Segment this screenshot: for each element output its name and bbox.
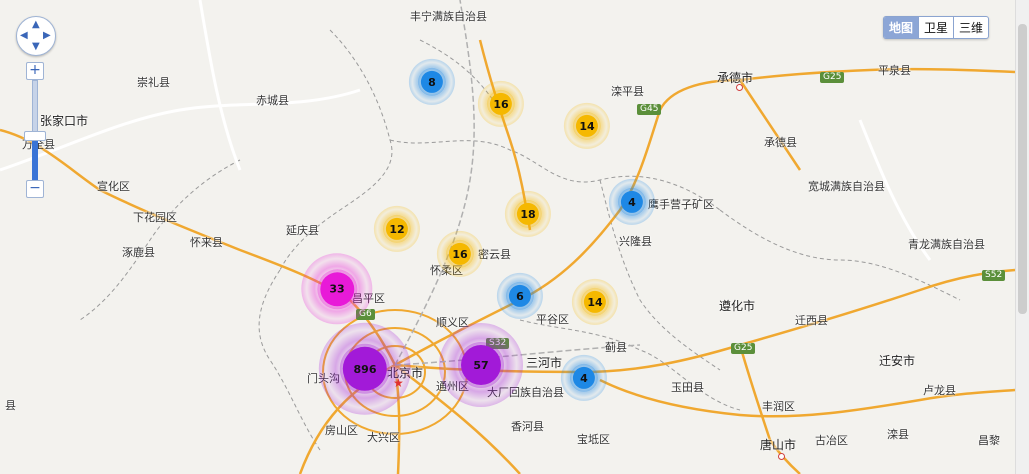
cluster-marker[interactable]: 896 <box>318 322 412 416</box>
place-label: 宽城满族自治县 <box>808 180 885 193</box>
highway-badge: S52 <box>982 270 1006 281</box>
zoom-slider-fill <box>32 138 38 180</box>
place-label: 迁西县 <box>795 314 828 327</box>
pan-up-icon[interactable]: ▲ <box>32 19 40 30</box>
place-label: 兴隆县 <box>619 235 652 248</box>
place-label: 唐山市 <box>760 438 797 452</box>
highway-badge: G25 <box>820 72 845 83</box>
zoom-out-button[interactable]: − <box>26 180 44 198</box>
cluster-count: 16 <box>490 93 512 115</box>
place-label: 鹰手营子矿区 <box>648 198 714 211</box>
highway-badge: G6 <box>356 309 375 320</box>
place-label: 平泉县 <box>878 64 911 77</box>
cluster-marker[interactable]: 16 <box>436 230 484 278</box>
place-label: 密云县 <box>478 248 511 261</box>
place-label: 涿鹿县 <box>122 246 155 259</box>
cluster-count: 12 <box>386 218 408 240</box>
zoom-in-button[interactable]: + <box>26 62 44 80</box>
place-label: 张家口市 <box>40 114 89 128</box>
cluster-marker[interactable]: 8 <box>408 58 456 106</box>
place-label: 香河县 <box>511 420 544 433</box>
place-label: 遵化市 <box>719 299 756 313</box>
place-label: 大厂回族自治县 <box>487 386 564 399</box>
city-dot-icon <box>778 453 785 460</box>
cluster-count: 896 <box>342 346 387 391</box>
place-label: 宝坻区 <box>577 433 610 446</box>
place-label: 承德市 <box>717 71 754 85</box>
place-label: 承德县 <box>764 136 797 149</box>
place-label: 丰宁满族自治县 <box>410 10 487 23</box>
place-label: 北京市 <box>387 364 423 381</box>
city-dot-icon <box>736 84 743 91</box>
scrollbar-thumb[interactable] <box>1018 24 1027 314</box>
place-label: 房山区 <box>325 424 358 437</box>
cluster-count: 4 <box>621 191 643 213</box>
place-label: 县 <box>5 399 16 412</box>
zoom-slider-thumb[interactable] <box>24 131 46 141</box>
place-label: 丰润区 <box>762 400 795 413</box>
place-label: 玉田县 <box>671 381 704 394</box>
highway-badge: G45 <box>637 104 662 115</box>
place-label: 顺义区 <box>436 316 469 329</box>
cluster-marker[interactable]: 57 <box>439 323 523 407</box>
place-label: 迁安市 <box>879 354 916 368</box>
cluster-count: 4 <box>573 367 595 389</box>
cluster-count: 14 <box>576 115 598 137</box>
cluster-marker[interactable]: 6 <box>496 272 544 320</box>
cluster-count: 14 <box>584 291 606 313</box>
place-label: 青龙满族自治县 <box>908 238 985 251</box>
vertical-scrollbar[interactable] <box>1015 0 1029 474</box>
place-label: 蓟县 <box>605 341 627 354</box>
place-label: 怀柔区 <box>430 262 463 278</box>
place-label: 平谷区 <box>536 313 569 326</box>
cluster-count: 18 <box>517 203 539 225</box>
cluster-marker[interactable]: 4 <box>560 354 608 402</box>
place-label: 古冶区 <box>815 434 848 447</box>
map-type-satellite[interactable]: 卫星 <box>918 17 953 38</box>
capital-star-icon: ★ <box>393 376 404 390</box>
place-label: 延庆县 <box>286 224 319 237</box>
map-type-map[interactable]: 地图 <box>884 17 919 38</box>
cluster-marker[interactable]: 14 <box>571 278 619 326</box>
cluster-marker[interactable]: 14 <box>563 102 611 150</box>
place-label: 昌黎 <box>978 434 1000 447</box>
map-type-3d[interactable]: 三维 <box>953 17 988 38</box>
boundary-lines <box>79 29 961 451</box>
place-label: 门头沟 <box>307 370 340 386</box>
place-label: 怀来县 <box>190 236 223 249</box>
pan-left-icon[interactable]: ◀ <box>20 30 28 41</box>
highway-badge: S32 <box>486 338 510 349</box>
cluster-marker[interactable]: 33 <box>301 253 373 325</box>
pan-down-icon[interactable]: ▼ <box>32 41 40 52</box>
place-label: 大兴区 <box>367 431 400 444</box>
place-label: 滦县 <box>887 428 909 441</box>
railways <box>394 0 641 366</box>
place-label: 卢龙县 <box>923 384 956 397</box>
place-label: 下花园区 <box>133 211 177 224</box>
minor-roads <box>0 0 932 261</box>
place-label: 万全县 <box>22 138 55 151</box>
place-label: 通州区 <box>436 378 469 394</box>
place-label: 赤城县 <box>256 94 289 107</box>
cluster-marker[interactable]: 4 <box>608 178 656 226</box>
place-label: 宣化区 <box>97 180 130 193</box>
highway-badge: G25 <box>731 343 756 354</box>
cluster-marker[interactable]: 18 <box>504 190 552 238</box>
cluster-count: 33 <box>319 271 354 306</box>
cluster-count: 57 <box>461 345 501 385</box>
cluster-marker[interactable]: 12 <box>373 205 421 253</box>
place-label: 三河市 <box>526 356 563 370</box>
cluster-count: 16 <box>449 243 471 265</box>
place-label: 昌平区 <box>352 290 385 306</box>
place-label: 崇礼县 <box>137 76 170 89</box>
pan-right-icon[interactable]: ▶ <box>43 30 51 41</box>
cluster-count: 8 <box>421 71 443 93</box>
cluster-marker[interactable]: 16 <box>477 80 525 128</box>
place-label: 滦平县 <box>611 85 644 98</box>
pan-control[interactable]: ▲ ▼ ◀ ▶ <box>16 16 56 56</box>
map-type-switch[interactable]: 地图 卫星 三维 <box>883 16 990 39</box>
cluster-count: 6 <box>509 285 531 307</box>
